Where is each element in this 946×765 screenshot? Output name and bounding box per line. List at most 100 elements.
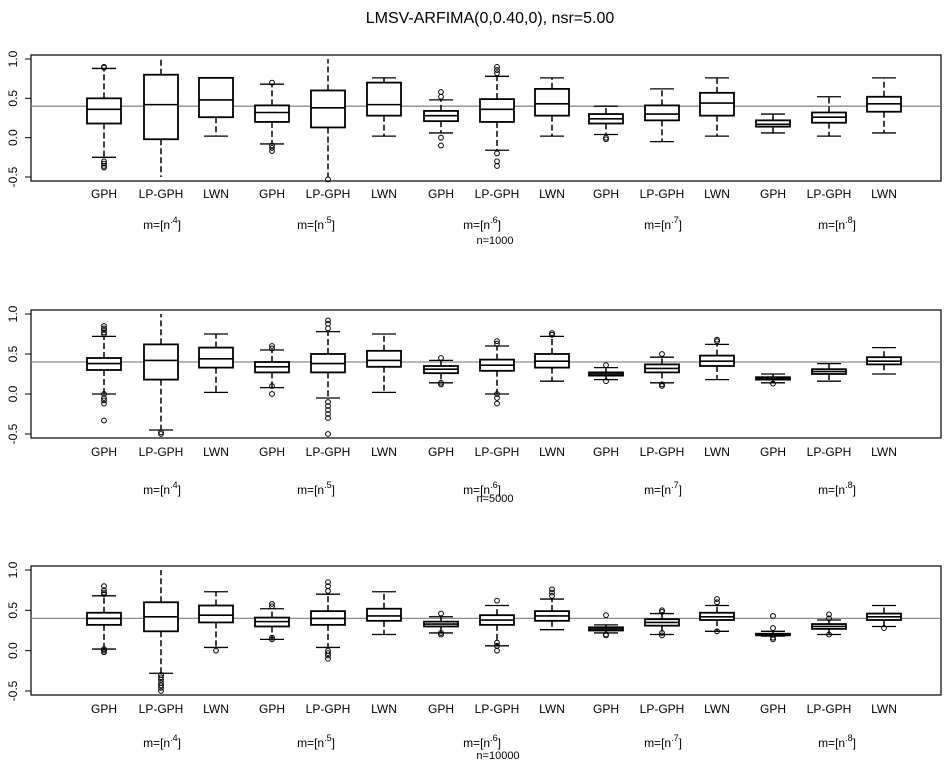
- category-label: GPH: [259, 445, 285, 459]
- y-tick-label: 0.0: [6, 642, 20, 659]
- box-body: [310, 89, 346, 129]
- outlier-point: [325, 320, 331, 327]
- outlier-point: [269, 391, 275, 397]
- category-label: LWN: [203, 187, 229, 201]
- box-gph-10: [588, 105, 624, 143]
- category-label: LP-GPH: [139, 702, 184, 716]
- box-body: [644, 104, 680, 122]
- box-lwn-12: [699, 336, 735, 381]
- outlier-point: [213, 647, 219, 654]
- box-body: [254, 104, 290, 123]
- box-gph-4: [254, 343, 290, 397]
- outlier-point: [158, 431, 164, 437]
- outlier-point: [494, 400, 500, 407]
- outlier-point: [101, 649, 107, 656]
- outlier-point: [325, 403, 331, 409]
- group-label: m=[n.8]: [818, 215, 856, 232]
- box-lp-gph-11: [644, 607, 680, 639]
- figure-title: LMSV-ARFIMA(0,0.40,0), nsr=5.00: [366, 10, 615, 27]
- outlier-point: [325, 650, 331, 656]
- outlier-point: [438, 355, 444, 361]
- box-lp-gph-11: [644, 351, 680, 389]
- box-body: [366, 349, 402, 368]
- box-gph-7: [423, 355, 459, 388]
- outlier-point: [603, 612, 609, 619]
- panels-container: -0.5 0.0 0.5 1.0 GPH LP-GPH LWN GPH LP-GPH LWN GPH…: [6, 50, 942, 762]
- category-label: LWN: [704, 702, 730, 716]
- box-body: [699, 91, 735, 117]
- category-label: LWN: [871, 187, 897, 201]
- category-label: LWN: [203, 445, 229, 459]
- box-lp-gph-8: [479, 63, 515, 169]
- outlier-point: [101, 331, 107, 337]
- y-tick-label: 0.5: [6, 602, 20, 619]
- outlier-point: [494, 63, 500, 70]
- y-tick-label: -0.5: [6, 166, 20, 187]
- outlier-point: [714, 599, 720, 606]
- panel-n-label: n=10000: [476, 750, 519, 762]
- box-lwn-6: [366, 591, 402, 636]
- box-lwn-12: [699, 77, 735, 137]
- box-lwn-6: [366, 77, 402, 137]
- outlier-point: [325, 317, 331, 324]
- box-gph-13: [755, 613, 791, 643]
- outlier-point: [494, 150, 500, 157]
- outlier-point: [770, 613, 776, 619]
- outlier-point: [826, 615, 832, 622]
- category-label: LWN: [371, 445, 397, 459]
- outlier-point: [438, 381, 444, 388]
- outlier-point: [494, 391, 500, 397]
- outlier-point: [494, 67, 500, 73]
- category-label: LWN: [371, 187, 397, 201]
- box-body: [534, 87, 570, 117]
- category-label: LWN: [539, 187, 565, 201]
- box-lp-gph-2: [143, 570, 179, 694]
- box-body: [479, 98, 515, 123]
- outlier-point: [325, 579, 331, 585]
- outlier-point: [770, 625, 776, 631]
- outlier-point: [269, 636, 275, 643]
- outlier-point: [826, 631, 832, 638]
- plot-frame: [30, 309, 942, 439]
- group-label: m=[n.8]: [818, 733, 856, 750]
- box-lwn-15: [866, 604, 902, 631]
- outlier-point: [438, 631, 444, 638]
- outlier-point: [325, 652, 331, 659]
- group-label: m=[n.4]: [143, 480, 181, 497]
- box-lp-gph-2: [143, 314, 179, 437]
- box-gph-4: [254, 79, 290, 154]
- y-tick-label: 1.0: [6, 561, 20, 578]
- category-label: LWN: [704, 187, 730, 201]
- group-label: m=[n.7]: [644, 480, 682, 497]
- outlier-point: [325, 655, 331, 662]
- box-lp-gph-8: [479, 597, 515, 654]
- category-label: LP-GPH: [475, 445, 520, 459]
- outlier-point: [438, 610, 444, 617]
- outlier-point: [603, 136, 609, 143]
- panel-n-label: n=5000: [476, 493, 513, 505]
- outlier-point: [269, 144, 275, 151]
- category-label: LP-GPH: [475, 187, 520, 201]
- outlier-point: [101, 391, 107, 397]
- box-gph-1: [86, 63, 122, 171]
- box-lwn-3: [198, 591, 234, 654]
- outlier-point: [158, 682, 164, 689]
- box-gph-7: [423, 89, 459, 149]
- box-body: [143, 343, 179, 381]
- outlier-point: [101, 400, 107, 407]
- box-body: [198, 346, 234, 369]
- outlier-point: [101, 323, 107, 329]
- outlier-point: [714, 628, 720, 635]
- outlier-point: [101, 397, 107, 404]
- category-label: GPH: [428, 702, 454, 716]
- outlier-point: [325, 431, 331, 437]
- outlier-point: [101, 591, 107, 598]
- box-gph-10: [588, 612, 624, 639]
- outlier-point: [158, 674, 164, 681]
- outlier-point: [603, 632, 609, 639]
- outlier-point: [438, 89, 444, 95]
- box-body: [366, 81, 402, 117]
- box-lp-gph-14: [811, 611, 847, 638]
- outlier-point: [494, 639, 500, 646]
- y-tick-label: -0.5: [6, 680, 20, 701]
